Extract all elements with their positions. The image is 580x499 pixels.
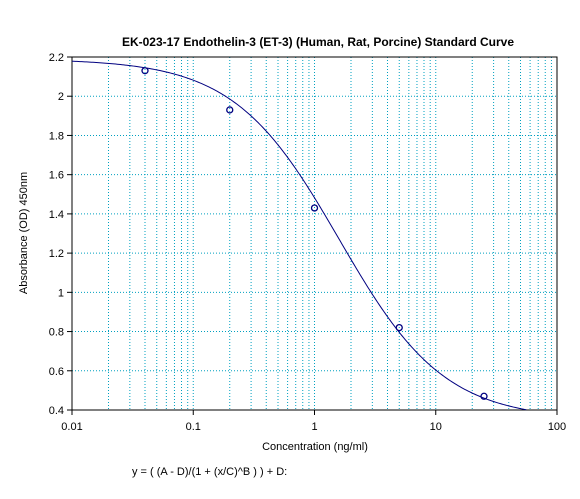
data-points-layer [141, 67, 488, 400]
y-tick-label: 2.2 [49, 52, 64, 64]
y-tick-label: 1.4 [49, 209, 64, 221]
y-tick-label: 1 [58, 287, 64, 299]
y-tick-label: 1.6 [49, 170, 64, 182]
x-axis-label: Concentration (ng/ml) [262, 441, 368, 453]
x-tick-label: 1 [311, 421, 317, 433]
data-point [141, 67, 149, 75]
x-tick-label: 100 [548, 421, 566, 433]
fitted-curve-layer [71, 60, 527, 411]
y-tick-label: 1.8 [49, 130, 64, 142]
y-axis-label: Absorbance (OD) 450nm [18, 172, 30, 294]
x-axis-ticks: 0.01 0.1 1 10 100 [61, 410, 566, 433]
y-tick-label: 2 [58, 91, 64, 103]
y-tick-label: 0.8 [49, 327, 64, 339]
data-point [226, 106, 234, 114]
x-tick-label: 10 [430, 421, 442, 433]
x-tick-label: 0.1 [186, 421, 201, 433]
grid-lines [72, 57, 557, 410]
fitted-curve-line [71, 60, 527, 411]
y-tick-label: 0.4 [49, 405, 64, 417]
y-tick-label: 1.2 [49, 248, 64, 260]
y-axis-ticks: 0.4 0.6 0.8 1 1.2 1.4 1.6 1.8 2 2.2 [49, 52, 72, 417]
formula-text: y = ( (A - D)/(1 + (x/C)^B ) ) + D: [132, 466, 287, 478]
data-point [310, 204, 319, 212]
chart-title: EK-023-17 Endothelin-3 (ET-3) (Human, Ra… [122, 35, 514, 49]
x-tick-label: 0.01 [61, 421, 82, 433]
data-point [480, 392, 488, 400]
y-tick-label: 0.6 [49, 366, 64, 378]
data-point [395, 323, 403, 332]
